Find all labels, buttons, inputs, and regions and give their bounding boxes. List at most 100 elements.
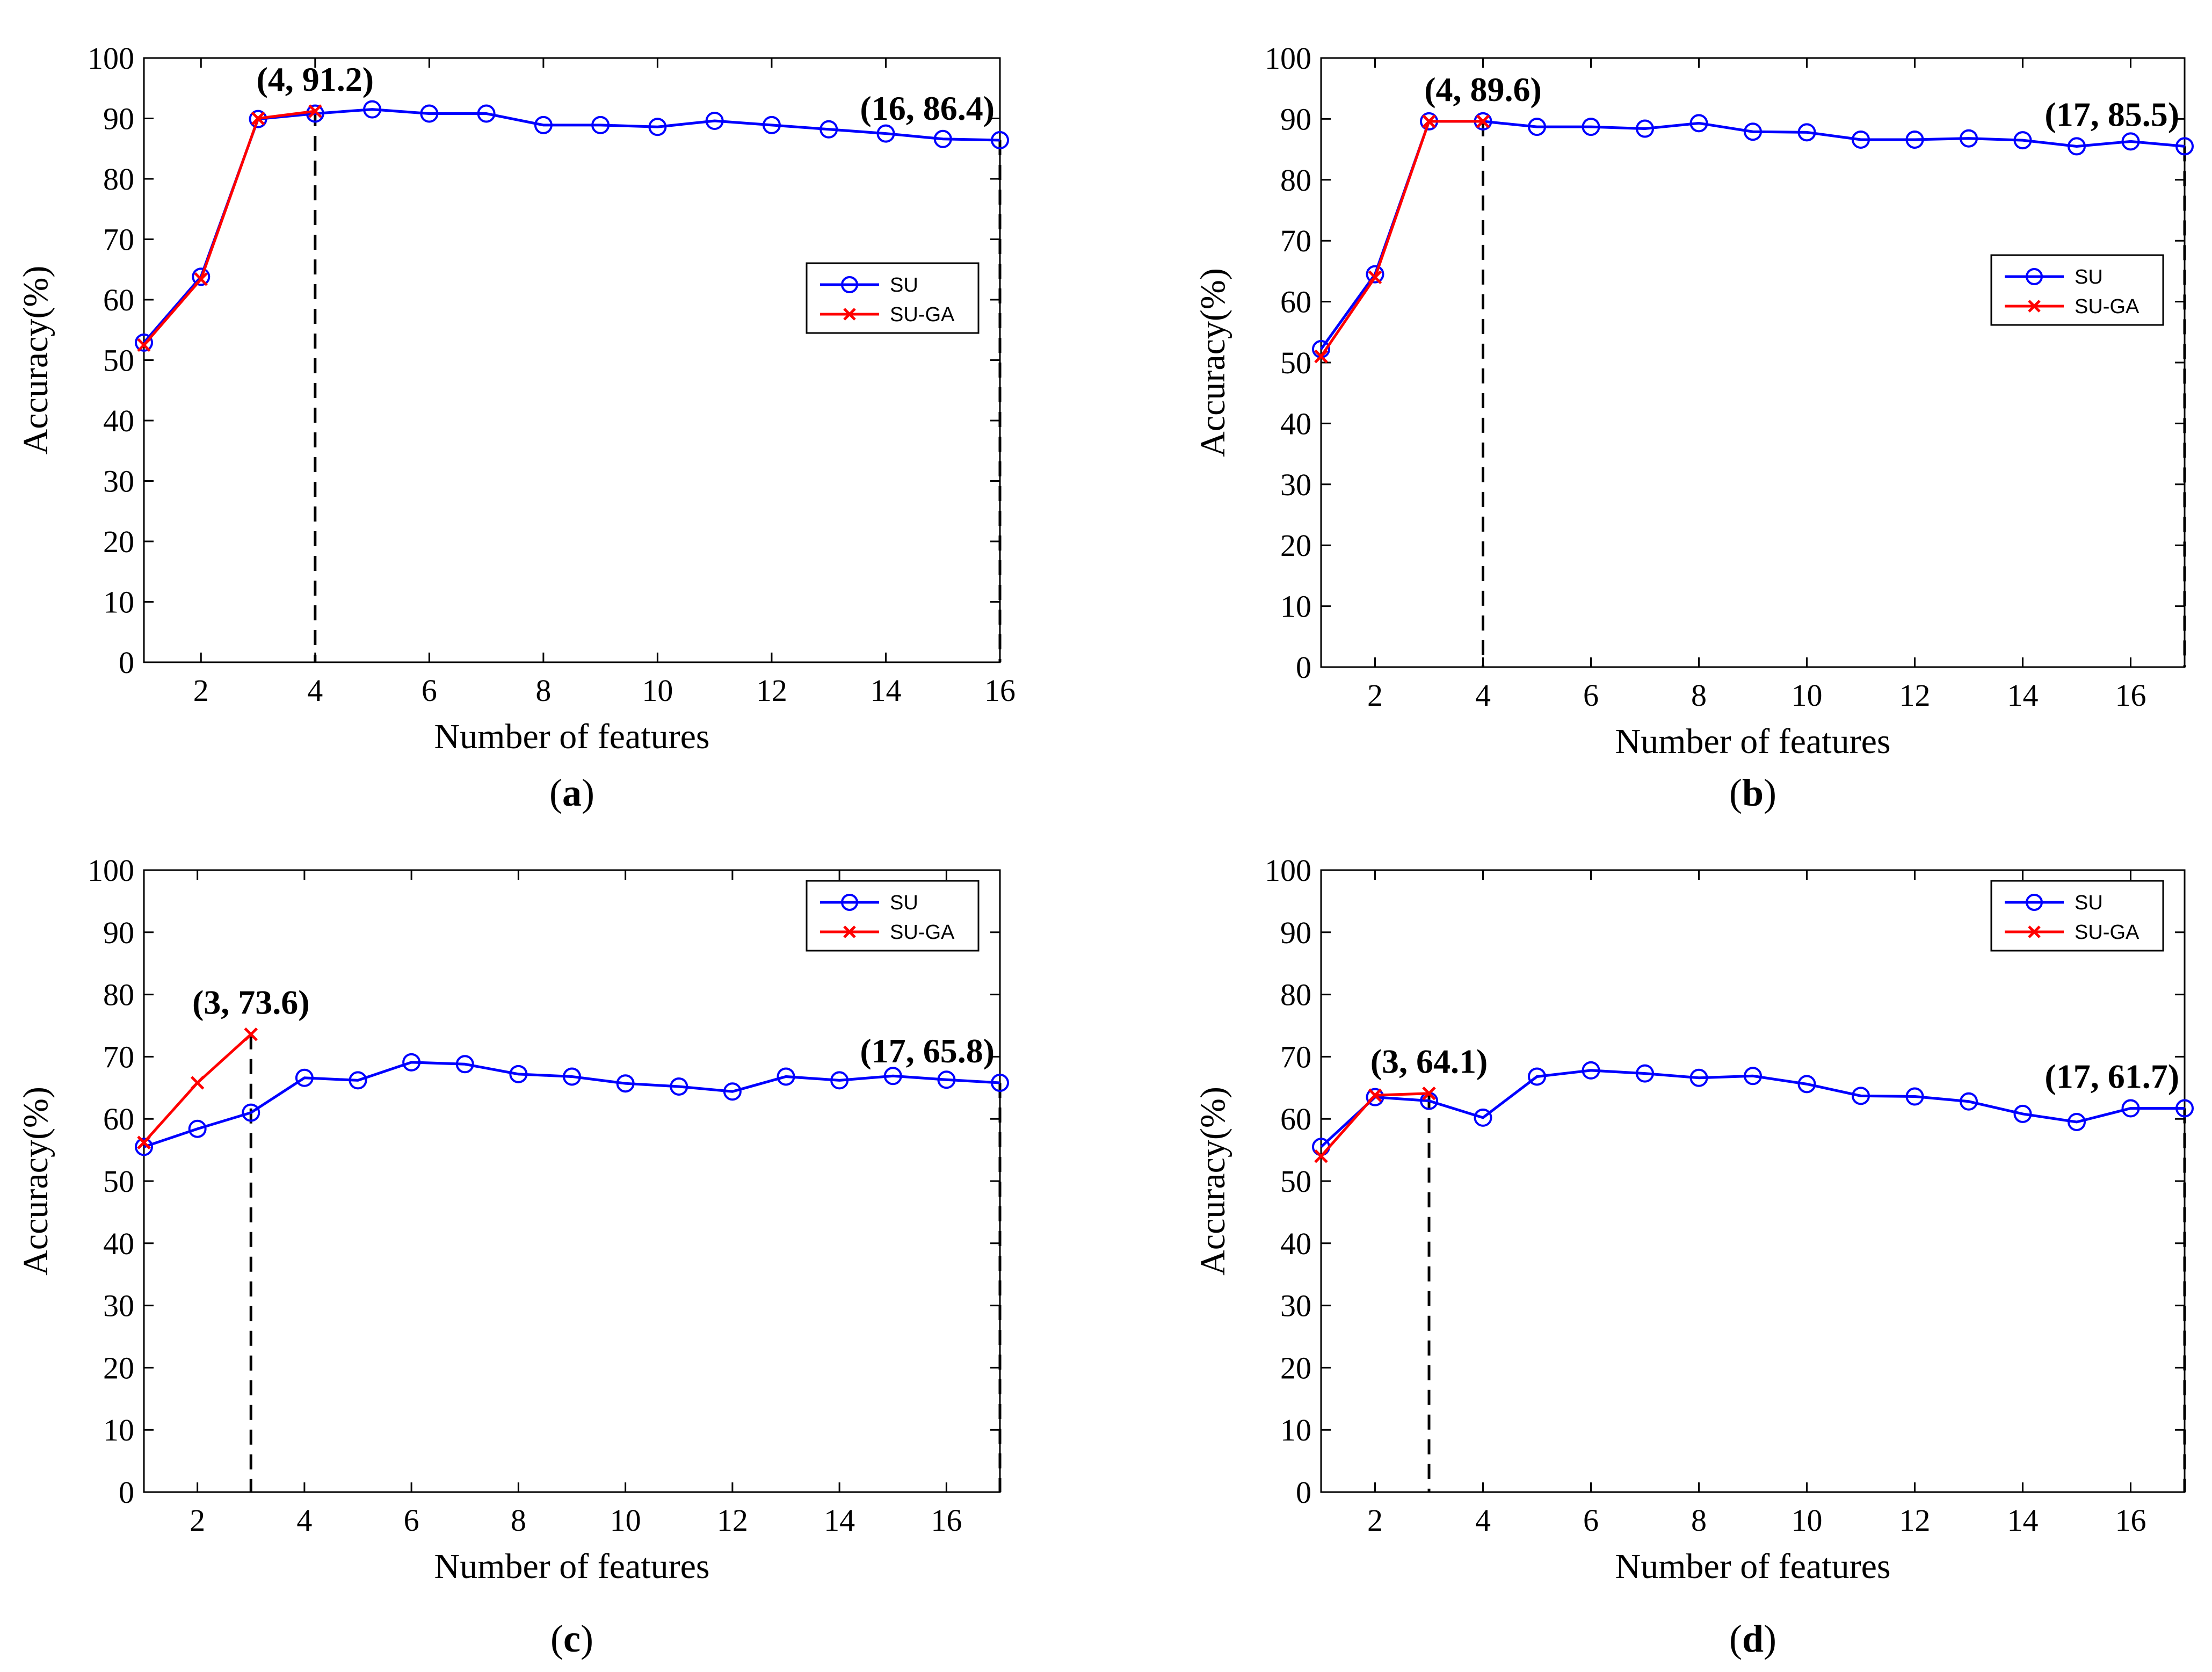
x-axis-title: Number of features — [434, 717, 709, 756]
series-line-su — [143, 1061, 1000, 1148]
y-tick-label: 100 — [88, 853, 134, 888]
annotation-label: (3, 64.1) — [1370, 1043, 1488, 1081]
annotation-label: (3, 73.6) — [192, 983, 310, 1022]
data-point-su — [1689, 1068, 1708, 1087]
data-point-su-ga — [137, 1135, 151, 1149]
data-point-su — [242, 1103, 260, 1122]
y-tick-label: 40 — [1280, 406, 1311, 441]
legend-label: SU-GA — [890, 303, 955, 326]
data-point-su — [249, 110, 267, 128]
data-point-su — [1636, 119, 1654, 138]
x-tick-label: 2 — [1367, 1503, 1383, 1538]
legend-label: SU — [2075, 266, 2103, 288]
data-point-su — [1366, 265, 1384, 284]
x-tick-label: 10 — [610, 1503, 641, 1538]
legend-box — [806, 880, 980, 952]
legend-box — [1990, 254, 2164, 326]
data-point-su-ga — [1314, 349, 1328, 364]
x-tick-label: 4 — [1475, 1503, 1491, 1538]
y-tick-label: 30 — [1280, 1289, 1311, 1323]
series-line-su-ga — [143, 1033, 252, 1143]
y-tick-label: 60 — [1280, 285, 1311, 320]
data-point-su — [1960, 1092, 1978, 1111]
data-point-su — [1689, 114, 1708, 133]
plot-frame — [1320, 57, 2186, 668]
data-point-su — [563, 1067, 581, 1086]
y-tick-label: 100 — [1265, 41, 1311, 76]
legend-label: SU-GA — [2075, 921, 2140, 944]
legend-marker-circle — [841, 894, 858, 911]
data-point-su — [188, 1119, 207, 1138]
y-tick-label: 60 — [1280, 1102, 1311, 1137]
x-tick-label: 10 — [642, 673, 673, 708]
x-tick-label: 2 — [190, 1503, 205, 1538]
x-tick-label: 14 — [870, 673, 901, 708]
y-tick-label: 80 — [1280, 978, 1311, 1012]
y-tick-label: 0 — [119, 645, 134, 680]
data-point-su — [1960, 129, 1978, 148]
data-point-su-ga — [1368, 270, 1382, 285]
data-point-su — [883, 1067, 902, 1085]
y-tick-label: 10 — [103, 1413, 134, 1447]
data-point-su — [402, 1053, 421, 1072]
data-point-su — [1852, 130, 1870, 149]
data-point-su — [1905, 130, 1924, 149]
data-point-su — [534, 115, 553, 134]
y-tick-label: 10 — [103, 585, 134, 620]
x-tick-label: 16 — [2115, 678, 2146, 713]
panel-caption: (c) — [550, 1617, 593, 1660]
data-point-su — [723, 1082, 742, 1101]
y-tick-label: 70 — [1280, 223, 1311, 258]
y-tick-label: 40 — [1280, 1226, 1311, 1261]
data-point-su — [705, 112, 724, 130]
x-tick-label: 8 — [511, 1503, 526, 1538]
data-point-su — [349, 1071, 367, 1090]
data-point-su — [762, 115, 781, 134]
data-point-su — [1582, 1061, 1600, 1080]
panel-c: 0 10 20 30 40 50 60 70 80 90 100 2 4 6 8 10 12 14 16 Number… — [0, 830, 1090, 1660]
chart-a: 0 10 20 30 40 50 60 70 80 90 100 2 4 6 8 10 12 14 16 Number… — [16, 41, 1016, 814]
data-point-su — [2013, 131, 2032, 150]
annotation-label: (4, 89.6) — [1424, 70, 1542, 108]
data-point-su-ga — [244, 1027, 258, 1041]
x-tick-label: 10 — [1792, 1503, 1823, 1538]
y-tick-label: 30 — [103, 464, 134, 499]
legend-label: SU-GA — [890, 921, 955, 944]
data-point-su — [1474, 1108, 1492, 1127]
y-axis-title: Accuracy(%) — [16, 1087, 55, 1276]
data-point-su — [2068, 137, 2086, 156]
data-point-su-ga — [1422, 1086, 1436, 1101]
data-point-su — [2175, 1099, 2194, 1118]
data-point-su — [2121, 1099, 2140, 1118]
y-tick-label: 70 — [1280, 1039, 1311, 1074]
x-tick-label: 10 — [1792, 678, 1823, 713]
y-tick-label: 80 — [103, 978, 134, 1012]
legend: SU SU-GA — [806, 880, 980, 952]
x-tick-label: 8 — [1691, 678, 1707, 713]
data-point-su — [1528, 1067, 1546, 1086]
data-point-su — [1366, 1088, 1384, 1106]
legend-label: SU — [2075, 892, 2103, 914]
y-tick-label: 20 — [103, 524, 134, 559]
legend-marker-x — [2028, 925, 2041, 938]
series-line-su — [1320, 1069, 2185, 1148]
x-tick-label: 6 — [422, 673, 437, 708]
x-tick-label: 2 — [193, 673, 209, 708]
data-point-su — [830, 1071, 849, 1090]
chart-c: 0 10 20 30 40 50 60 70 80 90 100 2 4 6 8 10 12 14 16 Number… — [16, 853, 1009, 1660]
y-tick-label: 50 — [1280, 1164, 1311, 1199]
x-tick-label: 12 — [1899, 1503, 1931, 1538]
data-point-su — [1852, 1087, 1870, 1105]
legend: SU SU-GA — [806, 262, 980, 334]
data-point-su — [1528, 118, 1546, 136]
legend-box — [1990, 880, 2164, 952]
x-tick-label: 12 — [717, 1503, 748, 1538]
x-tick-label: 4 — [296, 1503, 312, 1538]
y-tick-label: 0 — [119, 1475, 134, 1510]
x-tick-label: 8 — [535, 673, 551, 708]
legend-marker-x — [843, 308, 856, 321]
x-tick-label: 14 — [824, 1503, 855, 1538]
data-point-su-ga — [308, 104, 322, 118]
x-tick-label: 16 — [984, 673, 1016, 708]
